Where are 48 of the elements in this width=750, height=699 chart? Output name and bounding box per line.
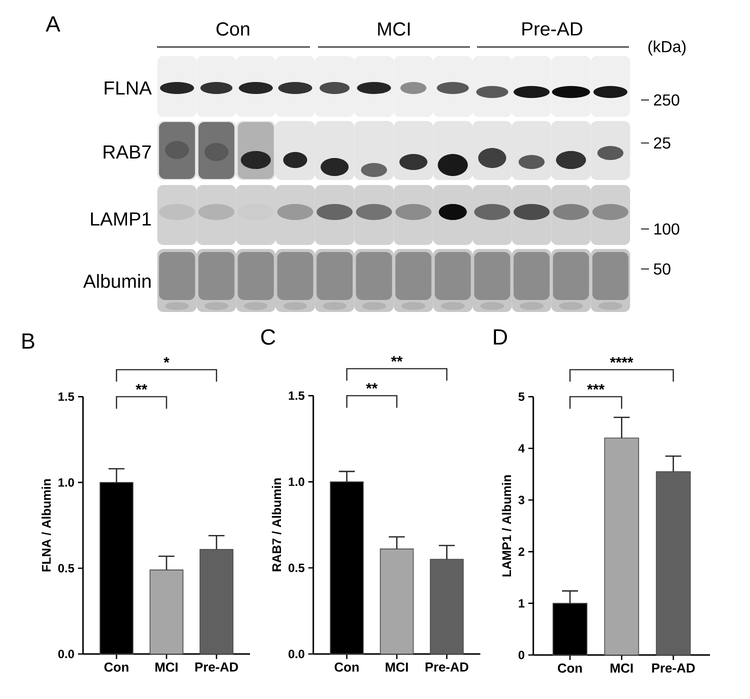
text: ** [136, 384, 148, 390]
x-tick-label: Con [104, 662, 128, 672]
text: 50 [654, 263, 670, 275]
x-tick-label: Pre-AD [652, 664, 695, 673]
chart-title: C [261, 329, 276, 345]
text: 100 [654, 223, 680, 235]
text: ** [391, 356, 403, 362]
x-tick-label: MCI [610, 664, 633, 673]
y-tick-label: 5 [518, 392, 524, 401]
chart-title: B [22, 333, 34, 349]
y-tick-label: 4 [518, 444, 525, 452]
y-tick-label: 0 [518, 650, 524, 660]
y-tick-label: 0.0 [288, 650, 304, 658]
text: **** [610, 357, 634, 363]
y-axis-title: FLNA / Albumin [42, 479, 51, 572]
text: MCI [378, 22, 410, 36]
text: A [46, 16, 60, 32]
text: ** [366, 383, 378, 389]
y-tick-label: 1.5 [58, 392, 74, 401]
y-tick-label: 0.5 [58, 564, 74, 572]
text: 25 [654, 137, 670, 149]
x-tick-label: Pre-AD [195, 662, 238, 672]
y-axis-title: LAMP1 / Albumin [502, 475, 512, 576]
y-tick-label: 3 [518, 496, 524, 504]
x-tick-label: Con [558, 664, 582, 673]
y-tick-label: 1 [518, 599, 524, 608]
text: Albumin [83, 274, 151, 288]
text: LAMP1 [91, 212, 151, 226]
text: * [164, 357, 170, 363]
text: Con [216, 22, 250, 36]
x-tick-label: MCI [155, 662, 178, 672]
text: (kDa) [648, 40, 686, 56]
x-tick-label: MCI [386, 662, 408, 672]
text: FLNA [104, 81, 152, 95]
text: *** [587, 384, 605, 390]
y-tick-label: 1.5 [288, 392, 304, 400]
x-tick-label: Pre-AD [426, 662, 468, 672]
x-tick-label: Con [334, 662, 359, 672]
y-tick-label: 1.0 [288, 478, 304, 486]
y-tick-label: 0.0 [58, 650, 74, 658]
y-tick-label: 2 [518, 547, 524, 556]
y-tick-label: 0.5 [288, 564, 304, 572]
chart-title: D [494, 329, 507, 345]
text: RAB7 [104, 145, 151, 159]
text: Pre-AD [522, 22, 582, 36]
text: 250 [654, 94, 680, 106]
y-tick-label: 1.0 [58, 478, 74, 487]
y-axis-title: RAB7 / Albumin [272, 478, 282, 572]
